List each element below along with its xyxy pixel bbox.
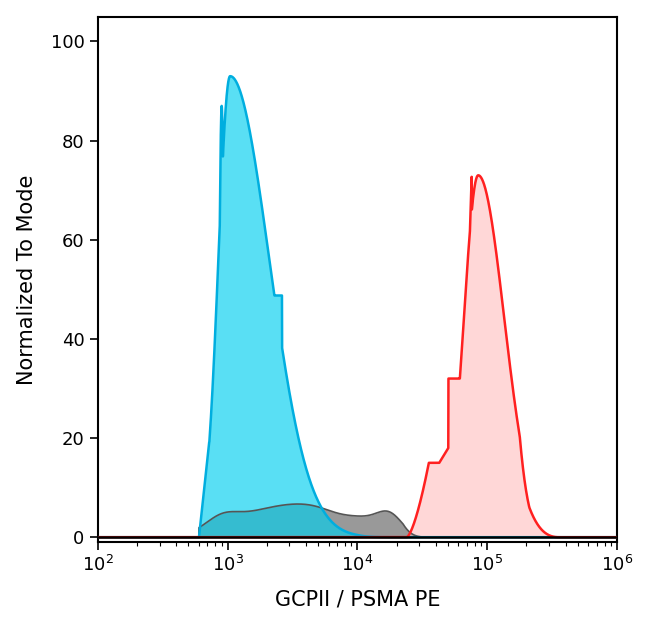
X-axis label: GCPII / PSMA PE: GCPII / PSMA PE bbox=[275, 589, 440, 609]
Y-axis label: Normalized To Mode: Normalized To Mode bbox=[17, 174, 36, 384]
